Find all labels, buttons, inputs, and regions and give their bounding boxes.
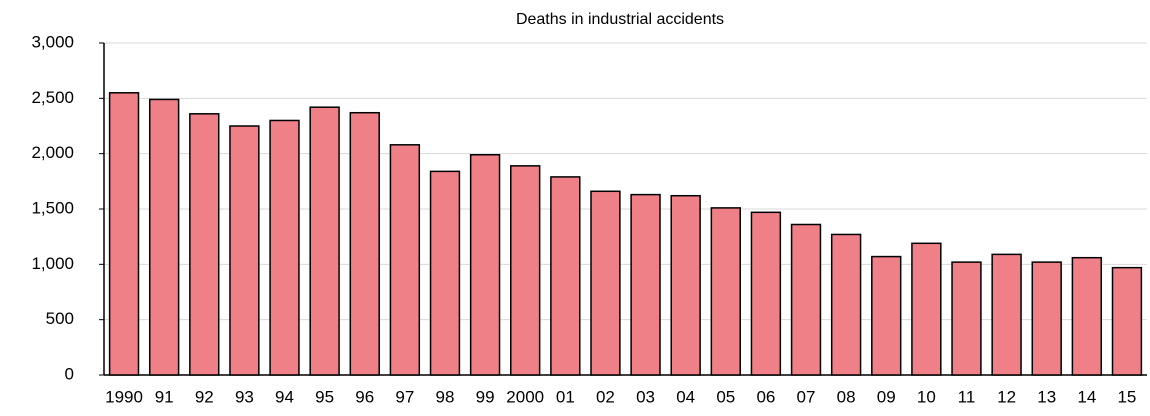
bar	[871, 255, 902, 376]
x-tick-label: 15	[1117, 387, 1136, 406]
bar	[189, 113, 220, 376]
x-tick-label: 10	[917, 387, 936, 406]
bar	[1111, 266, 1143, 376]
bar	[710, 207, 741, 376]
bar	[309, 106, 340, 376]
bar	[830, 233, 862, 376]
y-tick-label: 2,000	[31, 143, 74, 162]
y-tick-label: 3,000	[31, 32, 74, 51]
y-tick-label: 2,500	[31, 88, 74, 107]
x-tick-label: 02	[596, 387, 615, 406]
bar	[429, 170, 461, 376]
bar	[389, 144, 421, 376]
bar	[790, 223, 822, 376]
bar	[148, 98, 180, 376]
bar	[349, 111, 380, 376]
x-tick-label: 95	[315, 387, 334, 406]
x-tick-label: 2000	[506, 387, 544, 406]
bar	[991, 253, 1022, 376]
x-tick-label: 94	[275, 387, 294, 406]
bar	[550, 176, 581, 376]
x-tick-label: 97	[395, 387, 414, 406]
bar	[951, 261, 982, 376]
bar	[670, 194, 701, 376]
x-tick-label: 01	[556, 387, 575, 406]
bar	[469, 154, 501, 376]
y-tick-label: 1,500	[31, 198, 74, 217]
bar	[229, 125, 260, 376]
x-tick-label: 99	[476, 387, 495, 406]
bar	[269, 119, 300, 376]
x-tick-label: 11	[958, 387, 976, 406]
x-tick-label: 05	[716, 387, 735, 406]
bar	[108, 92, 140, 376]
bar	[750, 211, 782, 376]
x-tick-label: 09	[877, 387, 896, 406]
x-tick-label: 03	[636, 387, 655, 406]
y-tick-label: 0	[65, 364, 74, 383]
x-tick-label: 07	[797, 387, 816, 406]
x-tick-label: 91	[155, 387, 174, 406]
x-tick-label: 1990	[105, 387, 143, 406]
x-tick-label: 93	[235, 387, 254, 406]
bar	[510, 165, 541, 376]
bar	[590, 190, 621, 376]
y-tick-label: 1,000	[31, 254, 74, 273]
x-tick-label: 96	[355, 387, 374, 406]
x-tick-label: 92	[195, 387, 214, 406]
chart-title: Deaths in industrial accidents	[516, 11, 724, 28]
bar	[1031, 261, 1062, 376]
bar	[630, 193, 661, 376]
x-tick-label: 13	[1037, 387, 1056, 406]
x-tick-label: 04	[676, 387, 695, 406]
x-tick-label: 98	[436, 387, 455, 406]
x-tick-label: 06	[756, 387, 775, 406]
x-tick-label: 08	[837, 387, 856, 406]
bar	[911, 242, 942, 376]
x-tick-label: 14	[1077, 387, 1096, 406]
bar	[1071, 256, 1103, 376]
x-tick-label: 12	[997, 387, 1016, 406]
y-tick-label: 500	[46, 309, 74, 328]
